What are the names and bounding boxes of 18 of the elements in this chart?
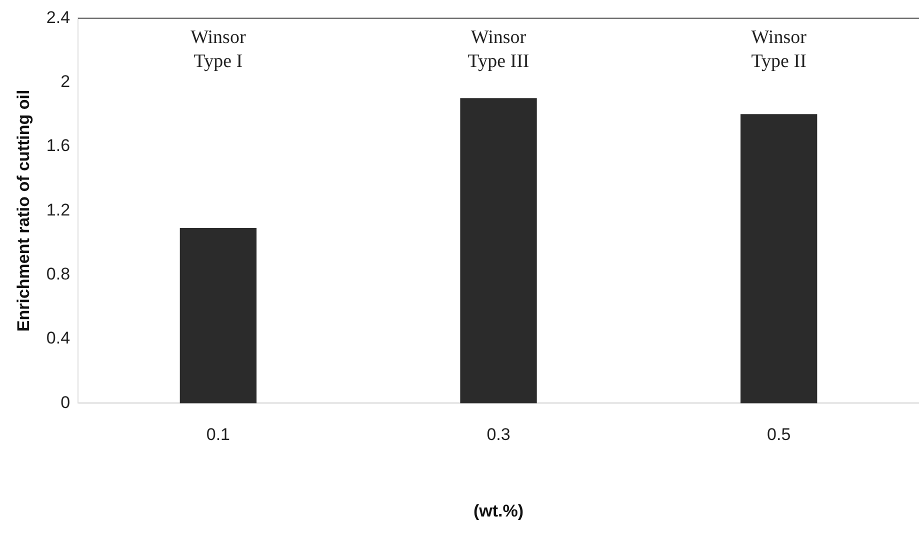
y-axis-title: Enrichment ratio of cutting oil bbox=[14, 90, 33, 332]
y-tick-label: 2 bbox=[60, 72, 70, 92]
annotation: Winsor Type II bbox=[751, 27, 808, 72]
x-axis-title: (wt.%) bbox=[473, 501, 524, 520]
y-tick-label: 0 bbox=[60, 392, 70, 412]
bar bbox=[460, 98, 537, 404]
x-tick-label: 0.1 bbox=[206, 425, 230, 444]
x-tick-label: 0.3 bbox=[486, 425, 510, 444]
y-tick-label: 2.4 bbox=[46, 8, 70, 27]
y-tick-label: 1.6 bbox=[46, 136, 70, 156]
y-tick-label: 0.4 bbox=[46, 328, 70, 348]
x-tick-label: 0.5 bbox=[767, 425, 791, 444]
annotation: Winsor Type III bbox=[468, 27, 530, 72]
y-tick-label: 0.8 bbox=[46, 264, 70, 284]
annotation: Winsor Type I bbox=[190, 27, 246, 72]
bar bbox=[180, 228, 257, 404]
y-tick-label: 1.2 bbox=[46, 200, 70, 220]
bar bbox=[740, 114, 818, 404]
